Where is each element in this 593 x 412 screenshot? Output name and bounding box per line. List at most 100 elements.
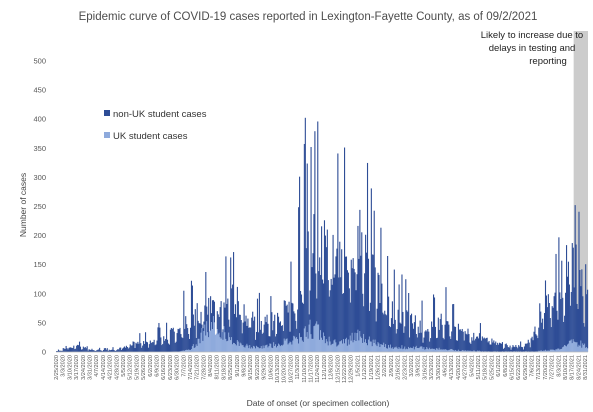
bar-uk-student-cases (468, 351, 470, 352)
bar-non-uk-student-cases (498, 344, 500, 352)
x-tick-label: 3/3/2020 (61, 355, 67, 377)
y-tick-label: 250 (33, 202, 46, 211)
bar-non-uk-student-cases (394, 319, 396, 348)
bar-non-uk-student-cases (281, 325, 283, 346)
x-tick-label: 5/18/2021 (483, 355, 489, 380)
bar-uk-student-cases (423, 346, 425, 352)
bar-uk-student-cases (277, 343, 280, 352)
bar-uk-student-cases (230, 340, 232, 352)
bar-non-uk-student-cases (286, 304, 288, 339)
bar-non-uk-student-cases (477, 338, 480, 351)
bar-non-uk-student-cases (440, 313, 442, 350)
bar-non-uk-student-cases (553, 296, 555, 350)
bar-non-uk-student-cases (301, 302, 304, 341)
bar-uk-student-cases (399, 348, 401, 352)
bar-non-uk-student-cases (181, 337, 183, 351)
y-tick-label: 100 (33, 289, 46, 298)
bar-non-uk-student-cases (118, 349, 120, 352)
bar-non-uk-student-cases (434, 326, 437, 350)
x-tick-label: 5/5/2020 (121, 355, 127, 377)
bar-uk-student-cases (380, 344, 382, 352)
bar-non-uk-student-cases (360, 255, 362, 337)
bar-non-uk-student-cases (492, 342, 494, 352)
bar-non-uk-student-cases (578, 211, 580, 345)
bar-uk-student-cases (385, 344, 387, 352)
bar-uk-student-cases (585, 347, 587, 352)
bar-uk-student-cases (366, 345, 369, 352)
x-tick-label: 2/23/2021 (402, 355, 408, 380)
x-tick-label: 9/1/2020 (235, 355, 241, 377)
bar-non-uk-student-cases (198, 323, 200, 339)
bar-non-uk-student-cases (411, 323, 414, 349)
bar-non-uk-student-cases (128, 347, 130, 352)
bar-non-uk-student-cases (151, 342, 153, 352)
bar-non-uk-student-cases (523, 346, 525, 352)
legend: non-UK student cases UK student cases (104, 109, 207, 142)
bar-non-uk-student-cases (546, 307, 548, 351)
bar-non-uk-student-cases (491, 338, 493, 352)
x-tick-label: 10/6/2020 (268, 355, 274, 380)
bar-non-uk-student-cases (316, 298, 318, 322)
bar-uk-student-cases (240, 343, 242, 352)
bar-non-uk-student-cases (243, 304, 245, 347)
bar-non-uk-student-cases (59, 350, 61, 352)
bar-non-uk-student-cases (579, 270, 581, 346)
bar-non-uk-student-cases (146, 342, 149, 352)
bar-uk-student-cases (302, 341, 304, 352)
bar-non-uk-student-cases (532, 340, 534, 352)
bar-non-uk-student-cases (220, 301, 222, 339)
bar-non-uk-student-cases (326, 229, 328, 342)
bar-non-uk-student-cases (571, 243, 573, 344)
bar-non-uk-student-cases (432, 294, 435, 349)
bar-non-uk-student-cases (104, 348, 106, 352)
bar-uk-student-cases (309, 319, 311, 352)
bar-non-uk-student-cases (161, 345, 163, 352)
bar-non-uk-student-cases (247, 318, 249, 346)
bar-uk-student-cases (209, 331, 211, 352)
bar-non-uk-student-cases (69, 347, 71, 352)
bar-non-uk-student-cases (471, 337, 473, 352)
bar-uk-student-cases (289, 341, 291, 352)
bar-uk-student-cases (551, 349, 553, 352)
bar-non-uk-student-cases (277, 316, 280, 344)
bar-non-uk-student-cases (246, 325, 248, 344)
bar-non-uk-student-cases (396, 329, 398, 348)
bar-non-uk-student-cases (425, 330, 427, 350)
bar-uk-student-cases (375, 344, 377, 352)
bar-non-uk-student-cases (248, 327, 250, 349)
bar-uk-student-cases (326, 341, 328, 352)
bar-non-uk-student-cases (367, 258, 370, 340)
bar-non-uk-student-cases (115, 351, 117, 352)
bar-uk-student-cases (236, 340, 238, 352)
bar-non-uk-student-cases (384, 310, 386, 348)
bar-non-uk-student-cases (298, 207, 300, 344)
bar-non-uk-student-cases (398, 284, 400, 347)
bar-uk-student-cases (440, 349, 442, 352)
bar-non-uk-student-cases (226, 303, 228, 342)
bar-non-uk-student-cases (409, 337, 411, 349)
bar-uk-student-cases (369, 341, 371, 352)
bar-uk-student-cases (257, 347, 259, 352)
bar-uk-student-cases (474, 350, 476, 352)
bar-non-uk-student-cases (480, 340, 482, 352)
bar-non-uk-student-cases (86, 346, 88, 352)
bar-uk-student-cases (343, 339, 345, 352)
bar-uk-student-cases (325, 339, 327, 352)
bar-non-uk-student-cases (108, 349, 110, 352)
bar-uk-student-cases (439, 349, 441, 352)
bar-non-uk-student-cases (178, 329, 180, 352)
bar-non-uk-student-cases (102, 350, 104, 352)
bar-uk-student-cases (226, 341, 228, 352)
bar-non-uk-student-cases (556, 310, 558, 350)
bar-non-uk-student-cases (469, 342, 471, 351)
bar-uk-student-cases (337, 345, 339, 352)
bar-non-uk-student-cases (496, 344, 498, 352)
bar-uk-student-cases (425, 349, 427, 352)
bar-non-uk-student-cases (584, 326, 586, 344)
bar-uk-student-cases (286, 338, 288, 352)
bar-uk-student-cases (340, 341, 342, 352)
bar-non-uk-student-cases (150, 343, 152, 352)
bar-non-uk-student-cases (397, 309, 399, 350)
bar-uk-student-cases (393, 347, 395, 352)
bar-non-uk-student-cases (365, 234, 367, 340)
